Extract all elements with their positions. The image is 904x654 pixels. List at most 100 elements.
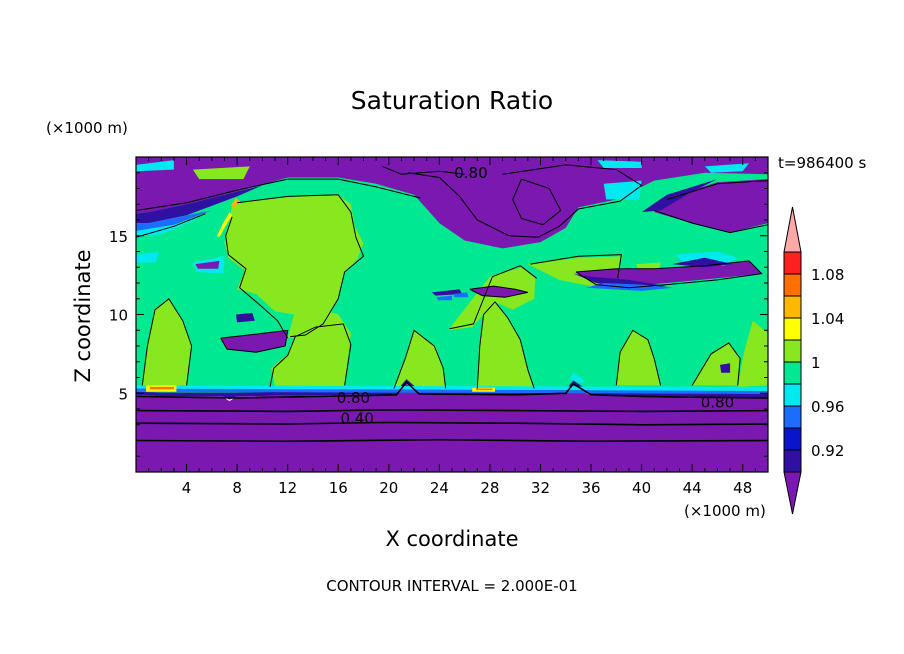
field-region	[220, 330, 288, 353]
field-region	[142, 298, 192, 386]
contour-line	[530, 254, 622, 279]
x-tick-label: 16	[329, 479, 348, 497]
colorbar-segment	[783, 427, 802, 451]
field-region	[597, 160, 642, 168]
x-tick-label: 20	[379, 479, 398, 497]
field-region	[603, 180, 642, 200]
field-region	[448, 267, 536, 331]
field-region	[271, 306, 351, 387]
contour-label: 0.80	[454, 164, 487, 182]
field-region	[136, 383, 768, 472]
contour-line	[691, 342, 741, 386]
colorbar-label: 0.92	[811, 442, 844, 460]
field-region	[616, 330, 661, 386]
field-region	[136, 251, 159, 263]
x-tick-label: 48	[733, 479, 752, 497]
contour-line	[136, 381, 768, 399]
contour-line	[136, 438, 768, 443]
field-region	[720, 363, 731, 373]
colorbar-segment	[783, 339, 802, 363]
x-tick-label: 40	[632, 479, 651, 497]
x-axis-title: X coordinate	[385, 527, 519, 551]
field-region	[654, 179, 768, 233]
chart-title: Saturation Ratio	[350, 86, 554, 115]
contour-lines	[136, 164, 768, 443]
contour-line	[615, 329, 662, 386]
contour-line	[136, 421, 768, 426]
x-axis: 4 8 12 16 20 24 28 32 36 40 44 48	[148, 157, 756, 497]
colorbar-segment	[783, 273, 802, 297]
field-region	[224, 194, 364, 339]
colorbar-segment	[783, 449, 802, 473]
contour-line	[449, 265, 538, 330]
contour-line	[141, 298, 193, 386]
contour-line	[136, 178, 421, 211]
field-region	[136, 160, 174, 172]
contour-interval-note: CONTOUR INTERVAL = 2.000E-01	[326, 577, 578, 595]
field-region	[692, 342, 741, 386]
contour-line	[575, 260, 763, 289]
x-axis-unit: (×1000 m)	[684, 502, 766, 520]
field-region	[136, 185, 263, 224]
contour-label: 0.40	[340, 409, 373, 427]
field-region	[136, 385, 768, 391]
x-tick-label: 8	[232, 479, 242, 497]
contour-line	[654, 210, 768, 234]
contour-line	[476, 301, 535, 389]
x-tick-label: 4	[182, 479, 192, 497]
y-tick-label: 15	[109, 228, 128, 246]
contour-line	[225, 216, 289, 339]
colorbar-max-arrow	[783, 206, 802, 253]
colorbar: 0.92 0.96 1 1.04 1.08	[783, 206, 844, 515]
field-region	[586, 283, 674, 291]
field-region	[476, 388, 493, 391]
contour-line	[136, 213, 206, 238]
contour-labels: 0.80 0.80 0.40 0.80	[337, 164, 734, 428]
x-tick-label: 44	[683, 479, 702, 497]
colorbar-segment	[783, 251, 802, 275]
y-tick-label: 5	[118, 385, 128, 403]
field-region	[569, 372, 584, 384]
saturation-field	[136, 157, 768, 472]
field-region	[136, 210, 212, 231]
field-region	[195, 260, 220, 269]
contour-line	[220, 329, 289, 353]
y-tick-label: 10	[109, 307, 128, 325]
contour-label: 0.80	[337, 389, 370, 407]
colorbar-segment	[783, 383, 802, 407]
contour-label: 0.80	[701, 394, 734, 412]
time-label: t=986400 s	[778, 154, 867, 172]
y-axis-title: Z coordinate	[71, 249, 95, 383]
field-region	[136, 388, 768, 394]
contour-line	[666, 180, 768, 200]
field-region	[216, 212, 233, 238]
x-tick-label: 12	[278, 479, 297, 497]
colorbar-label: 1	[811, 354, 821, 372]
field-region	[704, 163, 749, 173]
y-axis: 5 10 15	[109, 172, 768, 457]
contour-line	[393, 329, 447, 389]
contour-line	[269, 323, 352, 387]
field-region	[136, 379, 768, 400]
contour-line	[512, 178, 562, 226]
field-region	[436, 295, 452, 301]
contour-line	[382, 165, 465, 175]
colorbar-min-arrow	[783, 471, 802, 515]
field-region	[477, 301, 535, 389]
colorbar-label: 1.08	[811, 266, 844, 284]
field-region	[671, 257, 733, 268]
field-region	[149, 386, 174, 390]
field-region	[737, 320, 768, 387]
colorbar-label: 1.04	[811, 310, 844, 328]
field-region	[136, 157, 768, 249]
contour-line	[469, 285, 528, 298]
colorbar-segment	[783, 405, 802, 429]
field-region	[235, 312, 255, 323]
colorbar-segment	[783, 361, 802, 385]
x-tick-label: 28	[480, 479, 499, 497]
contour-line	[407, 164, 643, 238]
field-region	[230, 198, 240, 208]
colorbar-label: 0.96	[811, 398, 844, 416]
field-region	[469, 286, 528, 298]
